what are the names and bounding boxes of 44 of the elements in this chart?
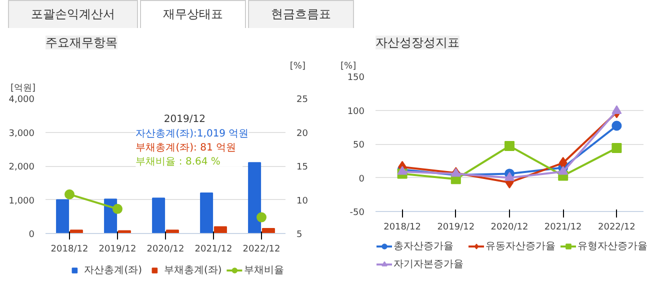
annotation: 부채총계(좌): 81 억원 bbox=[136, 142, 236, 154]
x-tick-label: 2020/12 bbox=[490, 222, 528, 232]
x-tick-label: 2019/12 bbox=[98, 244, 136, 254]
legend-label: 부채비율 bbox=[244, 264, 284, 277]
annotation: 자산총계(좌):1,019 억원 bbox=[136, 128, 249, 140]
legend-label: 부채총계(좌) bbox=[164, 264, 222, 277]
x-tick-label: 2019/12 bbox=[437, 222, 475, 232]
y-tick-label: 0 bbox=[28, 230, 35, 240]
legend-label: 총자산증가율 bbox=[394, 240, 454, 253]
x-tick-label: 2018/12 bbox=[50, 244, 88, 254]
y-tick-label: 150 bbox=[347, 73, 365, 83]
y-tick-label: -50 bbox=[350, 208, 365, 218]
text: 재무상태표 bbox=[140, 0, 246, 28]
x-tick-label: 2020/12 bbox=[146, 244, 184, 254]
x-tick-label: 2018/12 bbox=[384, 222, 421, 232]
text: 현금흐름표 bbox=[248, 0, 354, 28]
x-tick-label: 2022/12 bbox=[242, 244, 280, 254]
y-tick-label: 100 bbox=[347, 106, 365, 117]
y2-tick-label: 20 bbox=[296, 128, 308, 139]
y-tick-label: 50 bbox=[353, 140, 365, 150]
y-tick-label: 1,000 bbox=[8, 196, 35, 206]
y2-tick-label: 25 bbox=[296, 95, 308, 105]
y2-tick-label: 5 bbox=[296, 230, 302, 240]
y2-axis-title: [%] bbox=[290, 62, 306, 72]
y2-tick-label: 10 bbox=[296, 196, 308, 206]
x-tick-label: 2021/12 bbox=[194, 244, 232, 254]
y-tick-label: 4,000 bbox=[8, 95, 35, 105]
legend-label: 유형자산증가율 bbox=[578, 240, 648, 253]
y-tick-label: 2,000 bbox=[8, 162, 35, 172]
y2-tick-label: 15 bbox=[296, 162, 308, 172]
chart-title: 자산성장성지표 bbox=[376, 36, 460, 50]
annotation: 2019/12 bbox=[164, 114, 206, 126]
x-tick-label: 2021/12 bbox=[544, 222, 582, 232]
y-axis-title: [억원] bbox=[10, 84, 36, 94]
legend-label: 자기자본증가율 bbox=[394, 258, 464, 271]
annotation: 부채비율 : 8.64 % bbox=[136, 156, 220, 168]
chart-title: 주요재무항목 bbox=[46, 36, 118, 50]
text: 포괄손익계산서 bbox=[8, 0, 138, 28]
y-tick-label: 0 bbox=[358, 174, 365, 184]
y-tick-label: 3,000 bbox=[8, 128, 35, 139]
legend-label: 유동자산증가율 bbox=[486, 240, 556, 253]
x-tick-label: 2022/12 bbox=[598, 222, 636, 232]
legend-label: 자산총계(좌) bbox=[84, 264, 142, 277]
y-axis-title: [%] bbox=[340, 62, 356, 72]
